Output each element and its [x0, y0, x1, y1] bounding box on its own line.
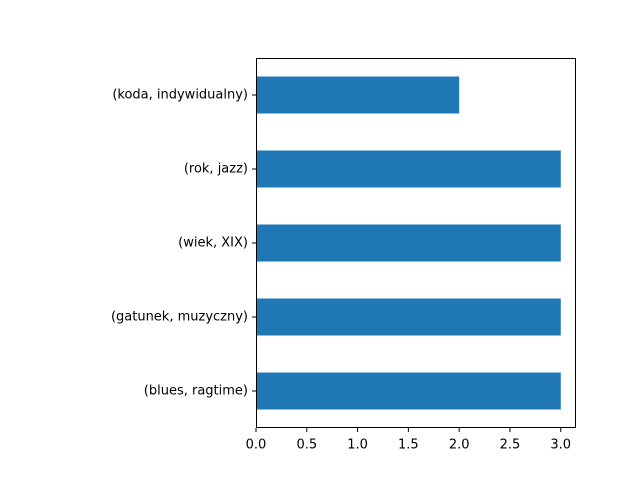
x-tick-label: 0.5: [296, 438, 317, 453]
y-tick-label: (wiek, XIX): [178, 236, 248, 251]
bar: [256, 372, 561, 410]
y-tick-label: (koda, indywidualny): [112, 88, 248, 103]
x-tick-label: 2.0: [449, 438, 470, 453]
bar: [256, 150, 561, 188]
x-axis: 0.0 0.5 1.0 1.5 2.0 2.5 3.0: [246, 428, 571, 453]
bar: [256, 298, 561, 336]
y-tick-label: (gatunek, muzyczny): [111, 310, 248, 325]
plot-frame: [256, 58, 576, 428]
y-tick-label: (rok, jazz): [184, 162, 248, 177]
y-axis: (blues, ragtime) (gatunek, muzyczny) (wiek…: [111, 88, 256, 399]
bars-group: [256, 76, 561, 410]
x-tick-label: 1.5: [398, 438, 419, 453]
y-tick-label: (blues, ragtime): [144, 384, 248, 399]
x-tick-label: 0.0: [246, 438, 267, 453]
x-tick-label: 1.0: [347, 438, 368, 453]
x-tick-label: 3.0: [550, 438, 571, 453]
bar: [256, 76, 460, 114]
x-tick-label: 2.5: [500, 438, 521, 453]
bar: [256, 224, 561, 262]
